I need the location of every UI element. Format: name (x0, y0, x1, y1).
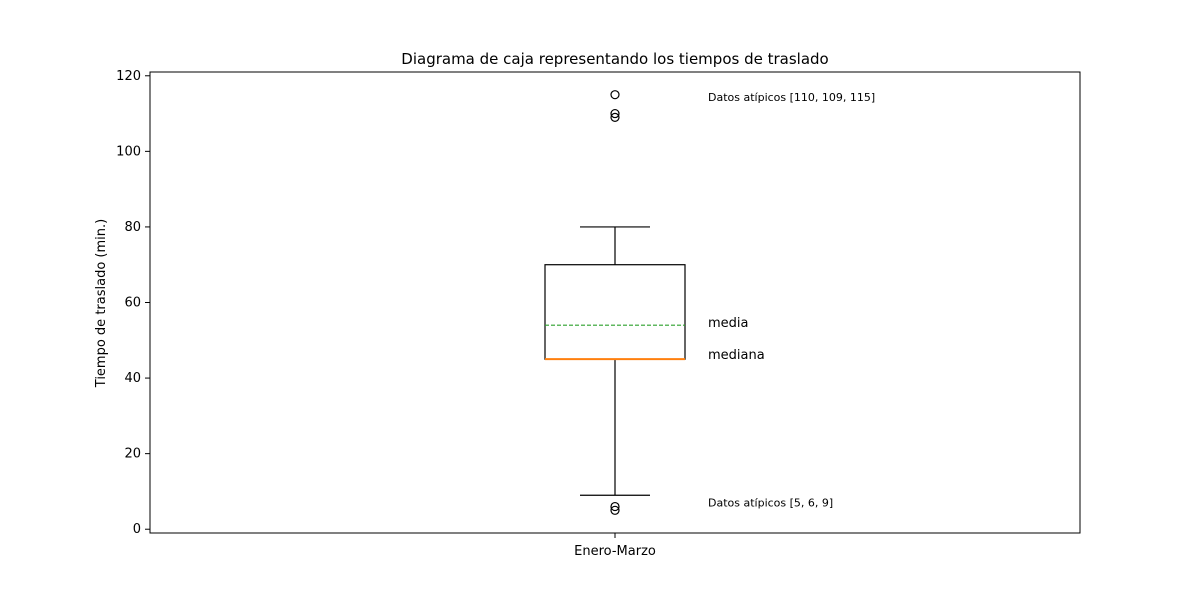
y-tick-label: 100 (116, 144, 141, 159)
x-tick-label: Enero-Marzo (574, 544, 656, 559)
annotation-high-outliers: Datos atípicos [110, 109, 115] (708, 91, 875, 104)
annotation-mean: media (708, 316, 749, 331)
y-tick-label: 60 (124, 296, 141, 311)
outlier-point (610, 505, 620, 515)
y-tick-label: 20 (124, 447, 141, 462)
interquartile-box (544, 264, 686, 360)
outlier-point (610, 90, 620, 100)
annotation-median: mediana (708, 348, 765, 363)
y-tick-label: 80 (124, 220, 141, 235)
x-axis: Enero-Marzo (574, 533, 656, 559)
y-tick-label: 0 (133, 522, 141, 537)
y-tick-label: 40 (124, 371, 141, 386)
annotation-low-outliers: Datos atípicos [5, 6, 9] (708, 497, 833, 510)
chart-title: Diagrama de caja representando los tiemp… (401, 50, 828, 68)
outlier-point (610, 112, 620, 122)
outlier-point (610, 108, 620, 119)
y-axis: 0 20 40 60 80 100 120 (116, 69, 150, 537)
box-plot (544, 90, 686, 515)
outlier-point (610, 501, 620, 512)
y-tick-label: 120 (116, 69, 141, 84)
y-axis-label: Tiempo de traslado (min.) (94, 219, 109, 388)
